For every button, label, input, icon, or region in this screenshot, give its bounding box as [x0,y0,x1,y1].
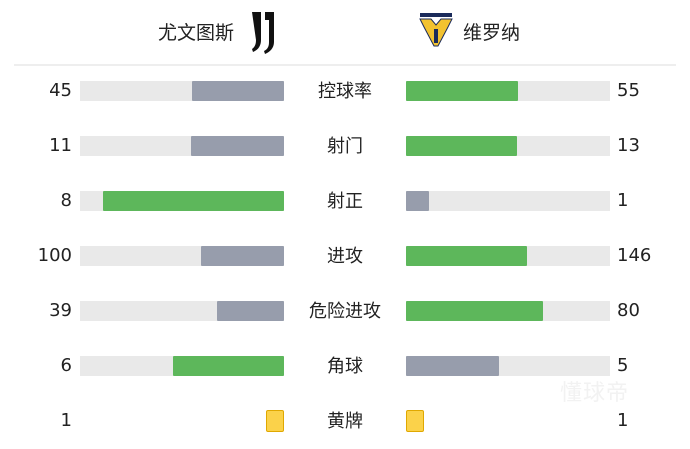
away-team-name: 维罗纳 [463,22,521,44]
stat-row: 1 黄牌 1 [0,410,690,432]
away-value: 13 [617,135,640,156]
watermark: 懂球帝 [560,381,630,406]
away-bar-fill [406,301,544,321]
home-bar [80,356,284,376]
home-team-name: 尤文图斯 [158,22,235,44]
verona-logo [419,13,453,47]
stat-row: 100 进攻 146 [0,245,690,267]
stat-label: 角球 [327,356,363,377]
stat-label: 控球率 [318,81,372,102]
away-bar [406,246,610,266]
away-bar-fill [406,246,528,266]
home-bar-fill [102,191,284,211]
home-value: 1 [60,410,72,431]
away-value: 5 [617,355,629,376]
stat-row: 8 射正 1 [0,190,690,212]
home-bar-fill [201,246,284,266]
stat-label: 射正 [327,191,363,212]
home-bar [80,301,284,321]
away-bar [406,301,610,321]
away-bar-fill [406,81,519,101]
stat-row: 45 控球率 55 [0,80,690,102]
stat-label: 射门 [327,136,363,157]
away-yellow-card-icon [406,410,424,432]
away-value: 55 [617,80,640,101]
stat-row: 11 射门 13 [0,135,690,157]
away-value: 146 [617,245,652,266]
home-bar-fill [172,356,284,376]
home-value: 8 [60,190,72,211]
stat-row: 39 危险进攻 80 [0,300,690,322]
home-bar [80,81,284,101]
away-bar [406,136,610,156]
home-yellow-card-icon [266,410,284,432]
home-bar [80,246,284,266]
away-bar [406,81,610,101]
stat-row: 6 角球 5 [0,355,690,377]
home-value: 6 [60,355,72,376]
away-value: 1 [617,190,629,211]
juventus-logo [252,12,274,54]
stat-label: 进攻 [327,246,363,267]
home-bar-fill [190,136,284,156]
home-bar [80,136,284,156]
away-bar-fill [406,356,499,376]
away-value: 1 [617,410,629,431]
home-value: 45 [49,80,72,101]
away-value: 80 [617,300,640,321]
home-value: 39 [49,300,72,321]
away-bar-fill [406,136,517,156]
home-bar-fill [217,301,284,321]
home-value: 11 [49,135,72,156]
away-bar [406,356,610,376]
divider [14,64,676,66]
away-bar-fill [406,191,429,211]
home-bar-fill [192,81,284,101]
stat-label: 危险进攻 [309,301,381,322]
home-value: 100 [37,245,72,266]
home-bar [80,191,284,211]
away-bar [406,191,610,211]
stat-label: 黄牌 [327,411,363,432]
